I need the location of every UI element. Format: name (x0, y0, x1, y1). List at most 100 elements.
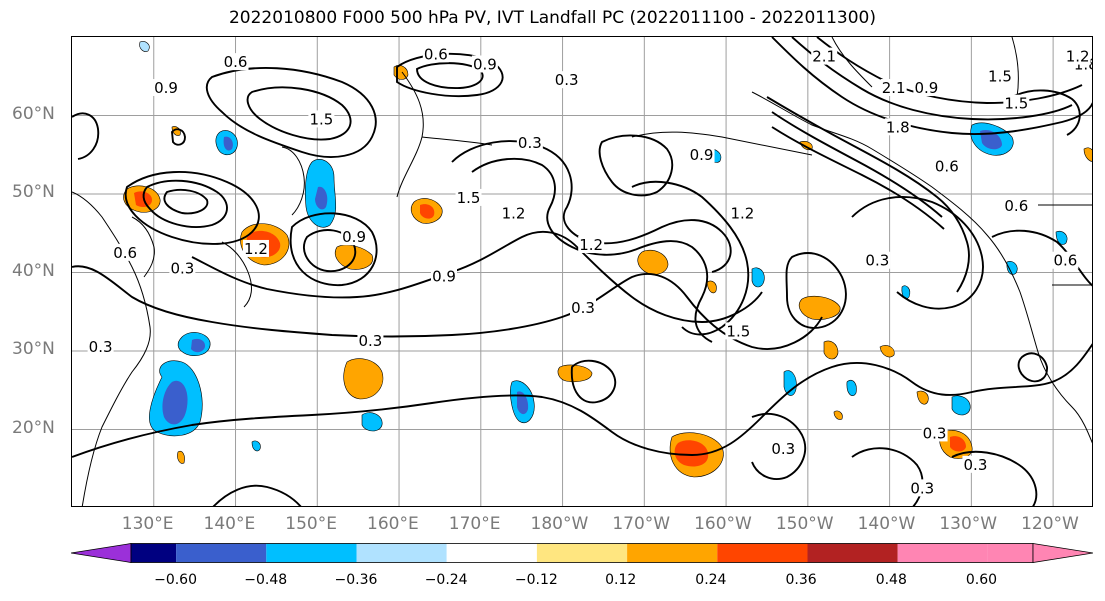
contour-label: 0.3 (923, 424, 947, 442)
pos-anomaly-region (706, 280, 717, 294)
pv-contour (72, 112, 100, 160)
pv-contour (124, 171, 260, 245)
contour-label: 1.5 (988, 67, 1012, 85)
neg-anomaly-region (951, 395, 971, 416)
contour-label: 1.8 (886, 118, 910, 136)
contour-label-halo (986, 67, 1013, 85)
colorbar-segment (446, 543, 537, 563)
contour-label-halo (112, 243, 139, 261)
colorbar-segment (536, 543, 628, 563)
pos-anomaly-region (420, 204, 435, 219)
contour-label: 0.6 (224, 53, 248, 71)
contour-label-halo (913, 79, 940, 97)
latitude-tick-label: 30°N (12, 339, 55, 359)
colorbar-tick-label: −0.24 (424, 572, 468, 588)
contour-label-halo (553, 71, 580, 89)
colorbar-tick-label: −0.48 (244, 572, 288, 588)
contour-label-halo (222, 53, 249, 71)
longitude-tick-label: 160°W (694, 514, 752, 534)
pv-contour (205, 66, 377, 158)
coastlines (72, 37, 1092, 506)
contour-label: 0.6 (113, 244, 137, 262)
pv-contour (791, 37, 1073, 121)
pos-anomaly-region (674, 440, 709, 467)
pv-contour (191, 230, 763, 323)
pv-contour (246, 86, 352, 141)
pos-anomaly-region (833, 410, 843, 420)
contour-label: 0.9 (432, 267, 456, 285)
contour-label-halo (570, 298, 596, 316)
longitude-tick-label: 150°W (775, 514, 834, 534)
contour-label: 1.2 (502, 205, 526, 223)
contour-label: 0.3 (358, 332, 382, 350)
contour-label: 1.2 (731, 205, 755, 223)
contour-label-halo (87, 338, 114, 356)
colorbar-segment (266, 543, 357, 563)
contour-label-halo (578, 236, 605, 254)
pv-contour (785, 252, 847, 329)
contour-label-halo (357, 331, 384, 349)
contour-label: 0.6 (1053, 252, 1077, 270)
pv-contour (302, 229, 357, 273)
contour-label-halo (242, 239, 269, 257)
pv-contour (851, 447, 924, 506)
contour-label-halo (471, 55, 498, 73)
contour-label: 1.5 (726, 322, 750, 340)
contour-label-halo (455, 188, 482, 206)
pv-contour (1011, 89, 1081, 136)
pv-contour (416, 62, 484, 89)
colorbar-segments (71, 543, 1093, 563)
colorbar-tick-label: −0.12 (514, 572, 558, 588)
pv-contour (751, 412, 807, 480)
contour-label: 0.3 (89, 338, 113, 356)
longitude-tick-label: 160°E (367, 514, 419, 534)
contour-label-halo (811, 47, 838, 65)
contour-label-halo (770, 440, 797, 458)
coastline (831, 37, 873, 88)
colorbar-extend-high (1032, 543, 1093, 563)
contour-label: 0.3 (518, 134, 542, 152)
pos-anomaly-region (637, 249, 669, 275)
colorbar-tick-label: −0.36 (334, 572, 378, 588)
longitude-tick-label: 130°W (939, 514, 998, 534)
pv-contour (816, 37, 1083, 104)
contour-label: 0.9 (154, 79, 178, 97)
contour-label-halo (431, 267, 458, 285)
colorbar-segment (176, 543, 267, 563)
contour-label-halo (1052, 251, 1079, 269)
pos-anomaly-region (916, 390, 929, 405)
latitude-tick-label: 60°N (12, 103, 55, 124)
colorbar-segment (131, 543, 177, 563)
pv-contour (771, 126, 945, 230)
pv-contour (142, 179, 228, 228)
contour-label-halo (962, 455, 989, 473)
contour-label-halo (500, 204, 527, 222)
contour-label: 0.6 (424, 45, 448, 63)
neg-anomaly-region (751, 267, 765, 288)
contour-label-halo (864, 251, 891, 269)
contour-label-halo (153, 79, 180, 97)
contour-label: 0.9 (342, 228, 366, 246)
contour-label-halo (1064, 47, 1091, 65)
longitude-tick-label: 150°E (285, 514, 337, 534)
colorbar-tick-label: 0.12 (605, 572, 637, 588)
contour-label: 1.2 (1066, 48, 1090, 66)
contour-label: 0.3 (555, 71, 579, 89)
contour-label-halo (688, 145, 715, 163)
neg-anomaly-region (361, 412, 383, 432)
colorbar-segment (627, 543, 718, 563)
coastline (72, 191, 151, 506)
pv-contour (631, 180, 750, 336)
contour-label-halo (341, 228, 368, 246)
contour-label-halo (909, 479, 936, 497)
contour-label-halo (169, 259, 196, 277)
contour-labels: 0.6 0.9 0.6 0.9 0.3 1.5 0.3 0.9 1.5 1.2 1.2 0.9 0.6 0… (87, 45, 1092, 497)
neg-anomaly-region (1006, 261, 1018, 275)
colorbar-extend-low (71, 543, 132, 563)
contour-label-halo (422, 45, 449, 63)
colorbar-segment (897, 543, 988, 563)
contour-label: 2.1 (812, 48, 836, 66)
contour-label: 0.3 (170, 260, 194, 278)
neg-anomaly-region (315, 186, 328, 210)
coastline (1011, 37, 1019, 98)
